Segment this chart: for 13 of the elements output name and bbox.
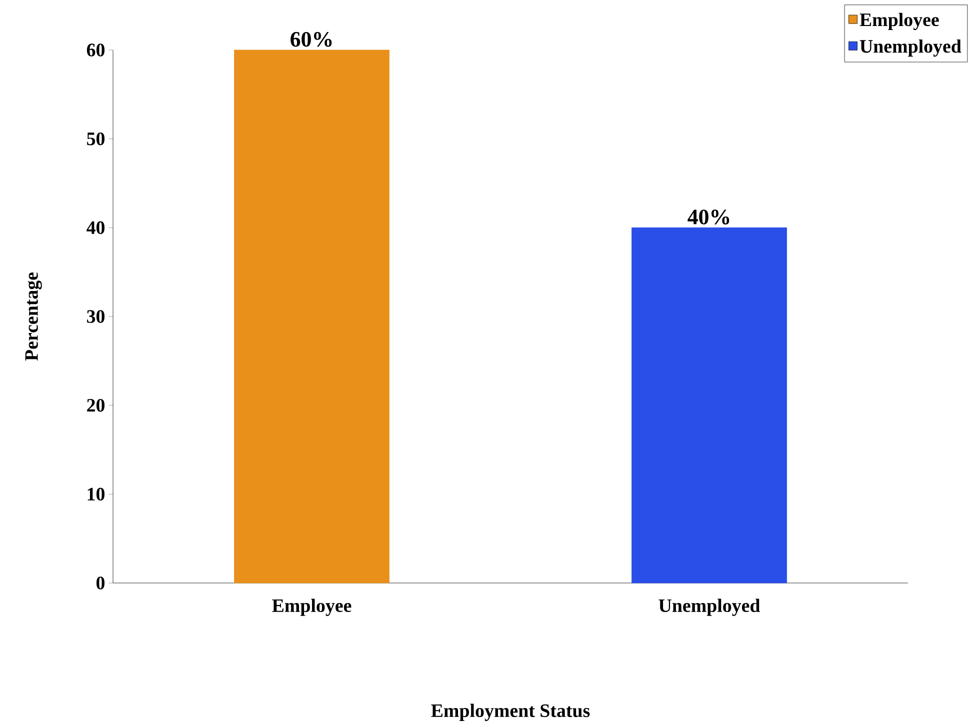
- y-tick-label: 40: [86, 221, 105, 234]
- y-tick-label: 30: [87, 310, 105, 323]
- data-label: 40%: [688, 209, 730, 224]
- y-tick-label: 50: [87, 132, 105, 146]
- y-tick-label: 10: [88, 488, 105, 500]
- y-tick-label: 60: [86, 43, 105, 56]
- y-axis-title: Percentage: [25, 272, 42, 361]
- legend-label: Employee: [860, 12, 939, 30]
- y-tick-label: 20: [87, 398, 105, 412]
- y-tick-label: 0: [96, 576, 104, 590]
- legend-label: Unemployed: [860, 39, 962, 56]
- data-label: 60%: [290, 32, 332, 47]
- x-axis-title: Employment Status: [431, 704, 590, 721]
